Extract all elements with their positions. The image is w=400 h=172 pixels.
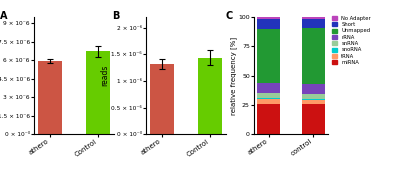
Legend: No Adapter, Short, Unmapped, rRNA, snRNA, snoRNA, tRNA, miRNA: No Adapter, Short, Unmapped, rRNA, snRNA… [330,14,373,67]
Bar [302,94,325,99]
Bar [257,83,280,93]
Bar [150,64,174,134]
Bar [257,98,280,99]
Text: C: C [226,11,233,21]
Y-axis label: relative frequency [%]: relative frequency [%] [230,37,237,115]
Y-axis label: reads: reads [100,65,110,86]
Bar [198,58,222,134]
Bar [302,17,325,19]
Bar [257,99,280,104]
Text: A: A [0,11,8,21]
Bar [257,93,280,98]
Bar [302,99,325,100]
Bar [302,104,325,134]
Bar [302,100,325,104]
Bar [38,61,62,134]
Text: B: B [112,11,120,21]
Bar [257,29,280,83]
Bar [302,84,325,94]
Bar [86,51,110,134]
Bar [302,19,325,28]
Bar [257,17,280,19]
Bar [302,28,325,84]
Bar [257,19,280,29]
Bar [257,104,280,134]
